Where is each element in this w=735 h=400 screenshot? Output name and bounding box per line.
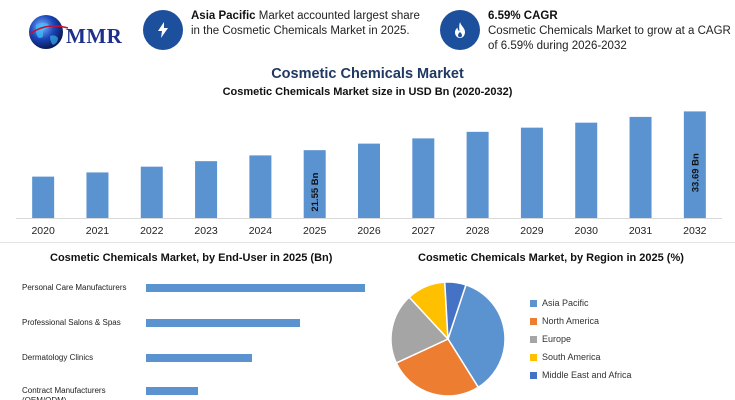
legend-swatch [530,336,537,343]
info-card-bold: Asia Pacific [191,10,256,22]
info-card-text: Market accounted largest share in the Co… [191,10,420,37]
bar-2025 [303,150,326,218]
region-chart-title: Cosmetic Chemicals Market, by Region in … [418,252,684,264]
legend-label: Asia Pacific [542,298,589,308]
header: MMR Asia Pacific Market accounted larges… [0,0,735,62]
end-user-label: Dermatology Clinics [22,353,94,362]
legend-swatch [530,318,537,325]
bar-2022 [140,166,163,218]
x-tick-label: 2029 [520,225,544,237]
x-tick-label: 2030 [575,225,599,237]
bar-data-label: 21.55 Bn [310,172,321,211]
info-card-text: Cosmetic Chemicals Market to grow at a C… [488,25,731,52]
info-card-bold: 6.59% CAGR [488,10,558,22]
bar-2020 [32,176,55,218]
bar-2027 [412,138,435,218]
bar-2023 [195,161,218,218]
legend-swatch [530,354,537,361]
chart-title: Cosmetic Chemicals Market [271,66,464,82]
x-tick-label: 2028 [466,225,490,237]
end-user-label: Professional Salons & Spas [22,318,121,327]
x-tick-label: 2026 [357,225,381,237]
bar-2026 [358,143,380,218]
x-tick-label: 2027 [412,225,436,237]
legend-label: Middle East and Africa [542,370,632,380]
end-user-bar [146,354,253,362]
x-tick-label: 2031 [629,225,653,237]
end-user-bar [146,319,301,327]
bar-2021 [86,172,109,218]
end-user-bar [146,387,199,395]
end-user-label: Contract Manufacturers (OEM/ODM) [22,386,106,400]
main-chart-titles: Cosmetic Chemicals Market Cosmetic Chemi… [0,66,735,98]
bar-2029 [520,127,543,218]
bar-2031 [629,116,652,218]
legend-swatch [530,372,537,379]
end-user-label: Personal Care Manufacturers [22,283,127,292]
x-tick-label: 2021 [86,225,110,237]
x-tick-label: 2020 [31,225,55,237]
pie-slice-middle-east-and-africa [443,281,467,340]
bar-data-label: 33.69 Bn [690,153,701,192]
x-tick-label: 2024 [249,225,273,237]
end-user-bar [146,284,365,292]
region-pie-chart [390,281,506,397]
info-card-icon [440,10,480,50]
x-tick-label: 2023 [194,225,218,237]
bar-2032 [683,111,706,218]
bar-2030 [575,122,598,218]
lightning-icon [158,22,168,38]
x-tick-label: 2032 [683,225,707,237]
chart-subtitle: Cosmetic Chemicals Market size in USD Bn… [222,86,513,98]
legend-label: South America [542,352,601,362]
pie-slice-north-america [395,338,480,397]
legend-label: Europe [542,334,572,344]
pie-slice-europe [390,296,450,364]
x-tick-label: 2022 [140,225,164,237]
flame-icon [455,22,465,38]
logo-text: MMR [66,24,123,48]
section-divider [0,242,735,243]
info-card-icon [143,10,183,50]
x-tick-label: 2025 [303,225,327,237]
market-size-bar-chart: 2020 2021 2022 2023 2024 2025 21.55 Bn 2026 2027… [16,111,722,237]
legend-label: North America [542,316,600,326]
bar-2028 [466,131,489,218]
logo[interactable]: MMR [26,8,126,58]
end-user-chart-title: Cosmetic Chemicals Market, by End-User i… [50,252,333,264]
globe-icon [29,15,69,49]
bar-2024 [249,155,272,218]
legend-swatch [530,300,537,307]
